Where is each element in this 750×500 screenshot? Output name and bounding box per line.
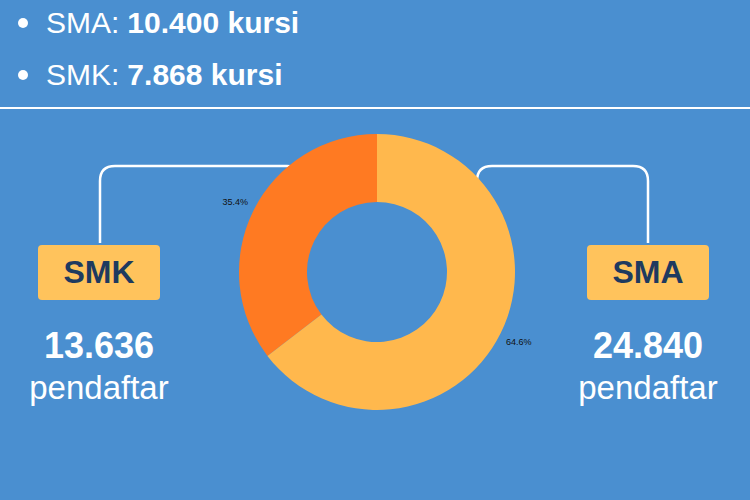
html-text:24.840: 24.840: [592, 325, 703, 366]
svg-text:35.4%: 35.4%: [223, 197, 249, 207]
html-text:SMK: 7.868 kursi: SMK: 7.868 kursi: [46, 58, 283, 91]
html-text:SMA: 10.400 kursi: SMA: 10.400 kursi: [46, 6, 300, 39]
html-text:pendaftar: pendaftar: [578, 369, 718, 406]
html-text:SMA: SMA: [612, 254, 684, 290]
html-text:SMK: SMK: [63, 254, 135, 290]
html-text:pendaftar: pendaftar: [29, 369, 169, 406]
svg-text:64.6%: 64.6%: [506, 337, 532, 347]
html-text:13.636: 13.636: [43, 325, 154, 366]
